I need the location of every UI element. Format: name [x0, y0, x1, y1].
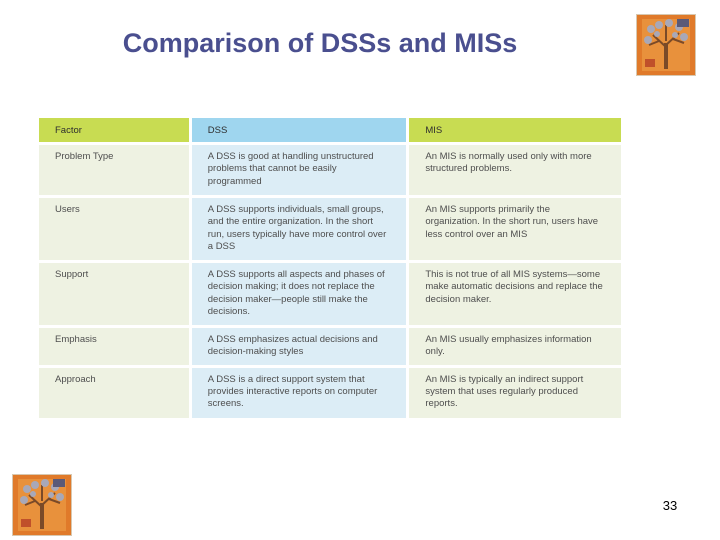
table-row: Users A DSS supports individuals, small …	[39, 198, 621, 260]
dss-cell: A DSS supports all aspects and phases of…	[191, 263, 407, 325]
page-number: 33	[662, 498, 678, 513]
factor-cell: Support	[39, 263, 189, 325]
factor-cell: Approach	[39, 367, 189, 418]
mis-cell: An MIS is typically an indirect support …	[409, 367, 621, 418]
dss-cell: A DSS is a direct support system that pr…	[191, 367, 407, 418]
slide-title: Comparison of DSSs and MISs	[122, 28, 518, 58]
mis-cell: An MIS usually emphasizes information on…	[409, 328, 621, 365]
factor-cell: Problem Type	[39, 145, 189, 195]
factor-cell: Emphasis	[39, 328, 189, 365]
mis-cell: An MIS supports primarily the organizati…	[409, 198, 621, 260]
table-row: Support A DSS supports all aspects and p…	[39, 263, 621, 325]
tree-logo-icon	[12, 474, 72, 536]
mis-cell: An MIS is normally used only with more s…	[409, 145, 621, 195]
dss-cell: A DSS is good at handling unstructured p…	[191, 145, 407, 195]
factor-cell: Users	[39, 198, 189, 260]
comparison-table: Factor DSS MIS Problem Type A DSS is goo…	[36, 115, 624, 421]
table-row: Problem Type A DSS is good at handling u…	[39, 145, 621, 195]
header-dss: DSS	[191, 118, 407, 142]
mis-cell: This is not true of all MIS systems—some…	[409, 263, 621, 325]
dss-cell: A DSS emphasizes actual decisions and de…	[191, 328, 407, 365]
table-row: Approach A DSS is a direct support syste…	[39, 367, 621, 418]
header-factor: Factor	[39, 118, 189, 142]
dss-cell: A DSS supports individuals, small groups…	[191, 198, 407, 260]
header-mis: MIS	[409, 118, 621, 142]
table-header-row: Factor DSS MIS	[39, 118, 621, 142]
tree-logo-icon	[636, 14, 696, 76]
table-row: Emphasis A DSS emphasizes actual decisio…	[39, 328, 621, 365]
